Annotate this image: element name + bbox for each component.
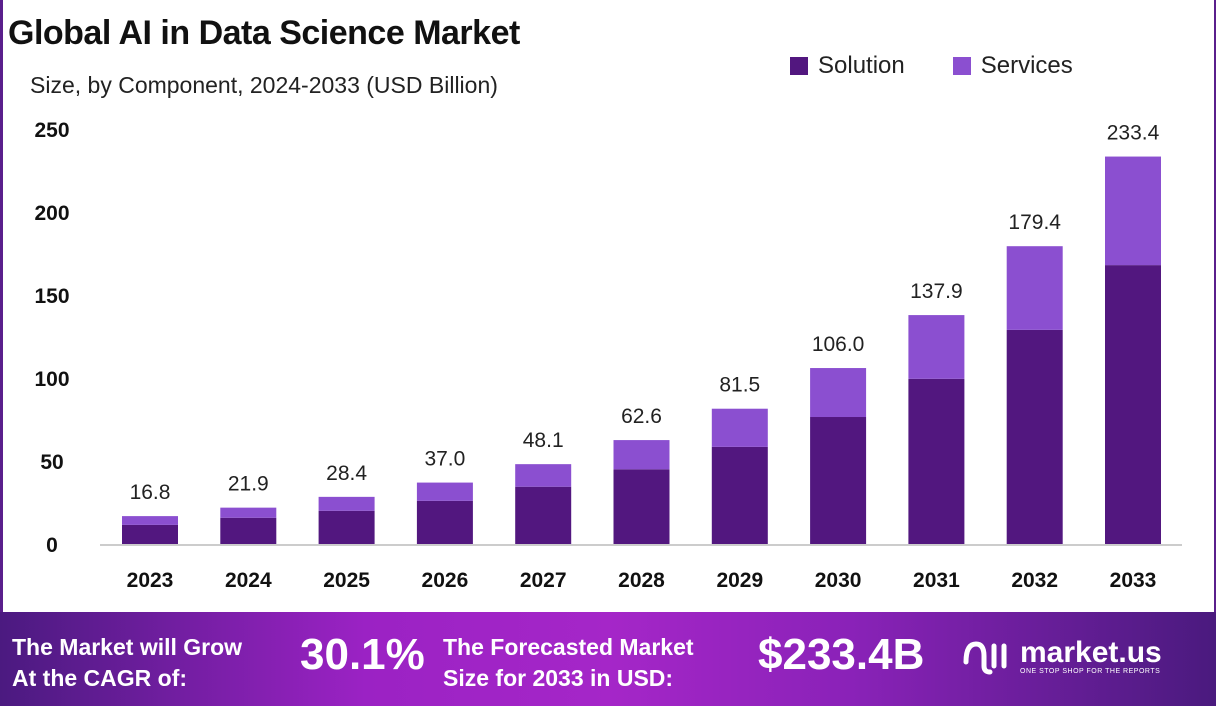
forecast-label: The Forecasted Market Size for 2033 in U… <box>443 632 694 694</box>
y-tick-label: 250 <box>34 119 69 142</box>
data-label-total: 106.0 <box>812 333 865 356</box>
footer-banner: The Market will Grow At the CAGR of: 30.… <box>0 612 1216 706</box>
bar-services-2029 <box>711 408 768 447</box>
brand-logo-icon <box>963 641 1007 675</box>
data-label-total: 62.6 <box>621 405 662 428</box>
x-tick-label: 2027 <box>520 569 567 592</box>
chart-frame <box>0 0 1216 612</box>
data-label-total: 37.0 <box>424 448 465 471</box>
forecast-label-line1: The Forecasted Market <box>443 634 694 660</box>
data-label-total: 179.4 <box>1008 211 1061 234</box>
legend: Solution Services <box>790 52 1073 80</box>
bar-solution-2023 <box>122 524 178 544</box>
y-tick-label: 150 <box>34 285 69 308</box>
cagr-label: The Market will Grow At the CAGR of: <box>12 632 242 694</box>
x-tick-label: 2023 <box>127 569 174 592</box>
brand-name: market.us <box>1020 635 1162 669</box>
x-tick-label: 2029 <box>716 569 763 592</box>
data-label-total: 16.8 <box>130 481 171 504</box>
y-tick-label: 50 <box>40 451 63 474</box>
x-tick-label: 2033 <box>1110 569 1157 592</box>
cagr-value: 30.1% <box>300 630 425 679</box>
bar-services-2023 <box>122 516 178 525</box>
forecast-label-line2: Size for 2033 in USD: <box>443 665 674 691</box>
legend-label-services: Services <box>980 52 1073 79</box>
bar-solution-2030 <box>810 417 867 544</box>
legend-swatch-solution <box>790 57 808 75</box>
legend-item-services: Services <box>952 52 1073 80</box>
x-tick-label: 2032 <box>1011 569 1058 592</box>
y-tick-label: 0 <box>46 534 58 557</box>
bar-chart: 0 50 100 150 200 250 16.8 2023 21.9 2024 28.4 2025 3… <box>34 119 1182 592</box>
x-tick-label: 2030 <box>815 569 862 592</box>
bar-solution-2025 <box>318 510 375 544</box>
legend-swatch-services <box>952 57 971 75</box>
cagr-label-line1: The Market will Grow <box>12 634 243 660</box>
chart-title: Global AI in Data Science Market <box>8 14 520 52</box>
chart-subtitle: Size, by Component, 2024-2033 (USD Billi… <box>30 72 498 98</box>
bar-solution-2026 <box>416 500 473 544</box>
bar-services-2026 <box>416 482 473 501</box>
cagr-label-line2: At the CAGR of: <box>12 665 188 691</box>
y-tick-label: 200 <box>34 202 69 225</box>
x-tick-label: 2024 <box>225 569 272 592</box>
bar-services-2031 <box>908 315 965 379</box>
bar-solution-2029 <box>711 446 768 544</box>
bar-solution-2031 <box>908 378 965 544</box>
data-label-total: 48.1 <box>523 429 564 452</box>
data-label-total: 81.5 <box>719 374 760 397</box>
data-label-total: 21.9 <box>228 473 269 496</box>
bar-solution-2027 <box>515 486 572 544</box>
bar-services-2028 <box>613 440 670 470</box>
forecast-value: $233.4B <box>758 630 925 679</box>
bar-solution-2033 <box>1105 265 1161 544</box>
bar-services-2027 <box>515 464 572 487</box>
x-tick-label: 2031 <box>913 569 960 592</box>
legend-label-solution: Solution <box>818 52 905 79</box>
data-label-total: 137.9 <box>910 280 963 303</box>
bar-services-2030 <box>810 368 867 418</box>
data-label-total: 233.4 <box>1107 122 1160 145</box>
brand-tagline: ONE STOP SHOP FOR THE REPORTS <box>1020 667 1161 675</box>
bar-solution-2032 <box>1006 329 1063 544</box>
bar-solution-2028 <box>613 469 670 544</box>
bar-solution-2024 <box>220 517 277 544</box>
bar-services-2033 <box>1105 156 1161 266</box>
y-tick-label: 100 <box>34 368 69 391</box>
bar-services-2025 <box>318 496 375 511</box>
bar-services-2024 <box>220 507 277 518</box>
x-tick-label: 2025 <box>323 569 370 592</box>
x-tick-label: 2028 <box>618 569 665 592</box>
legend-item-solution: Solution <box>790 52 905 80</box>
x-tick-label: 2026 <box>422 569 469 592</box>
bar-services-2032 <box>1006 246 1063 330</box>
brand-logo: market.us ONE STOP SHOP FOR THE REPORTS <box>962 636 1162 676</box>
data-label-total: 28.4 <box>326 462 367 485</box>
